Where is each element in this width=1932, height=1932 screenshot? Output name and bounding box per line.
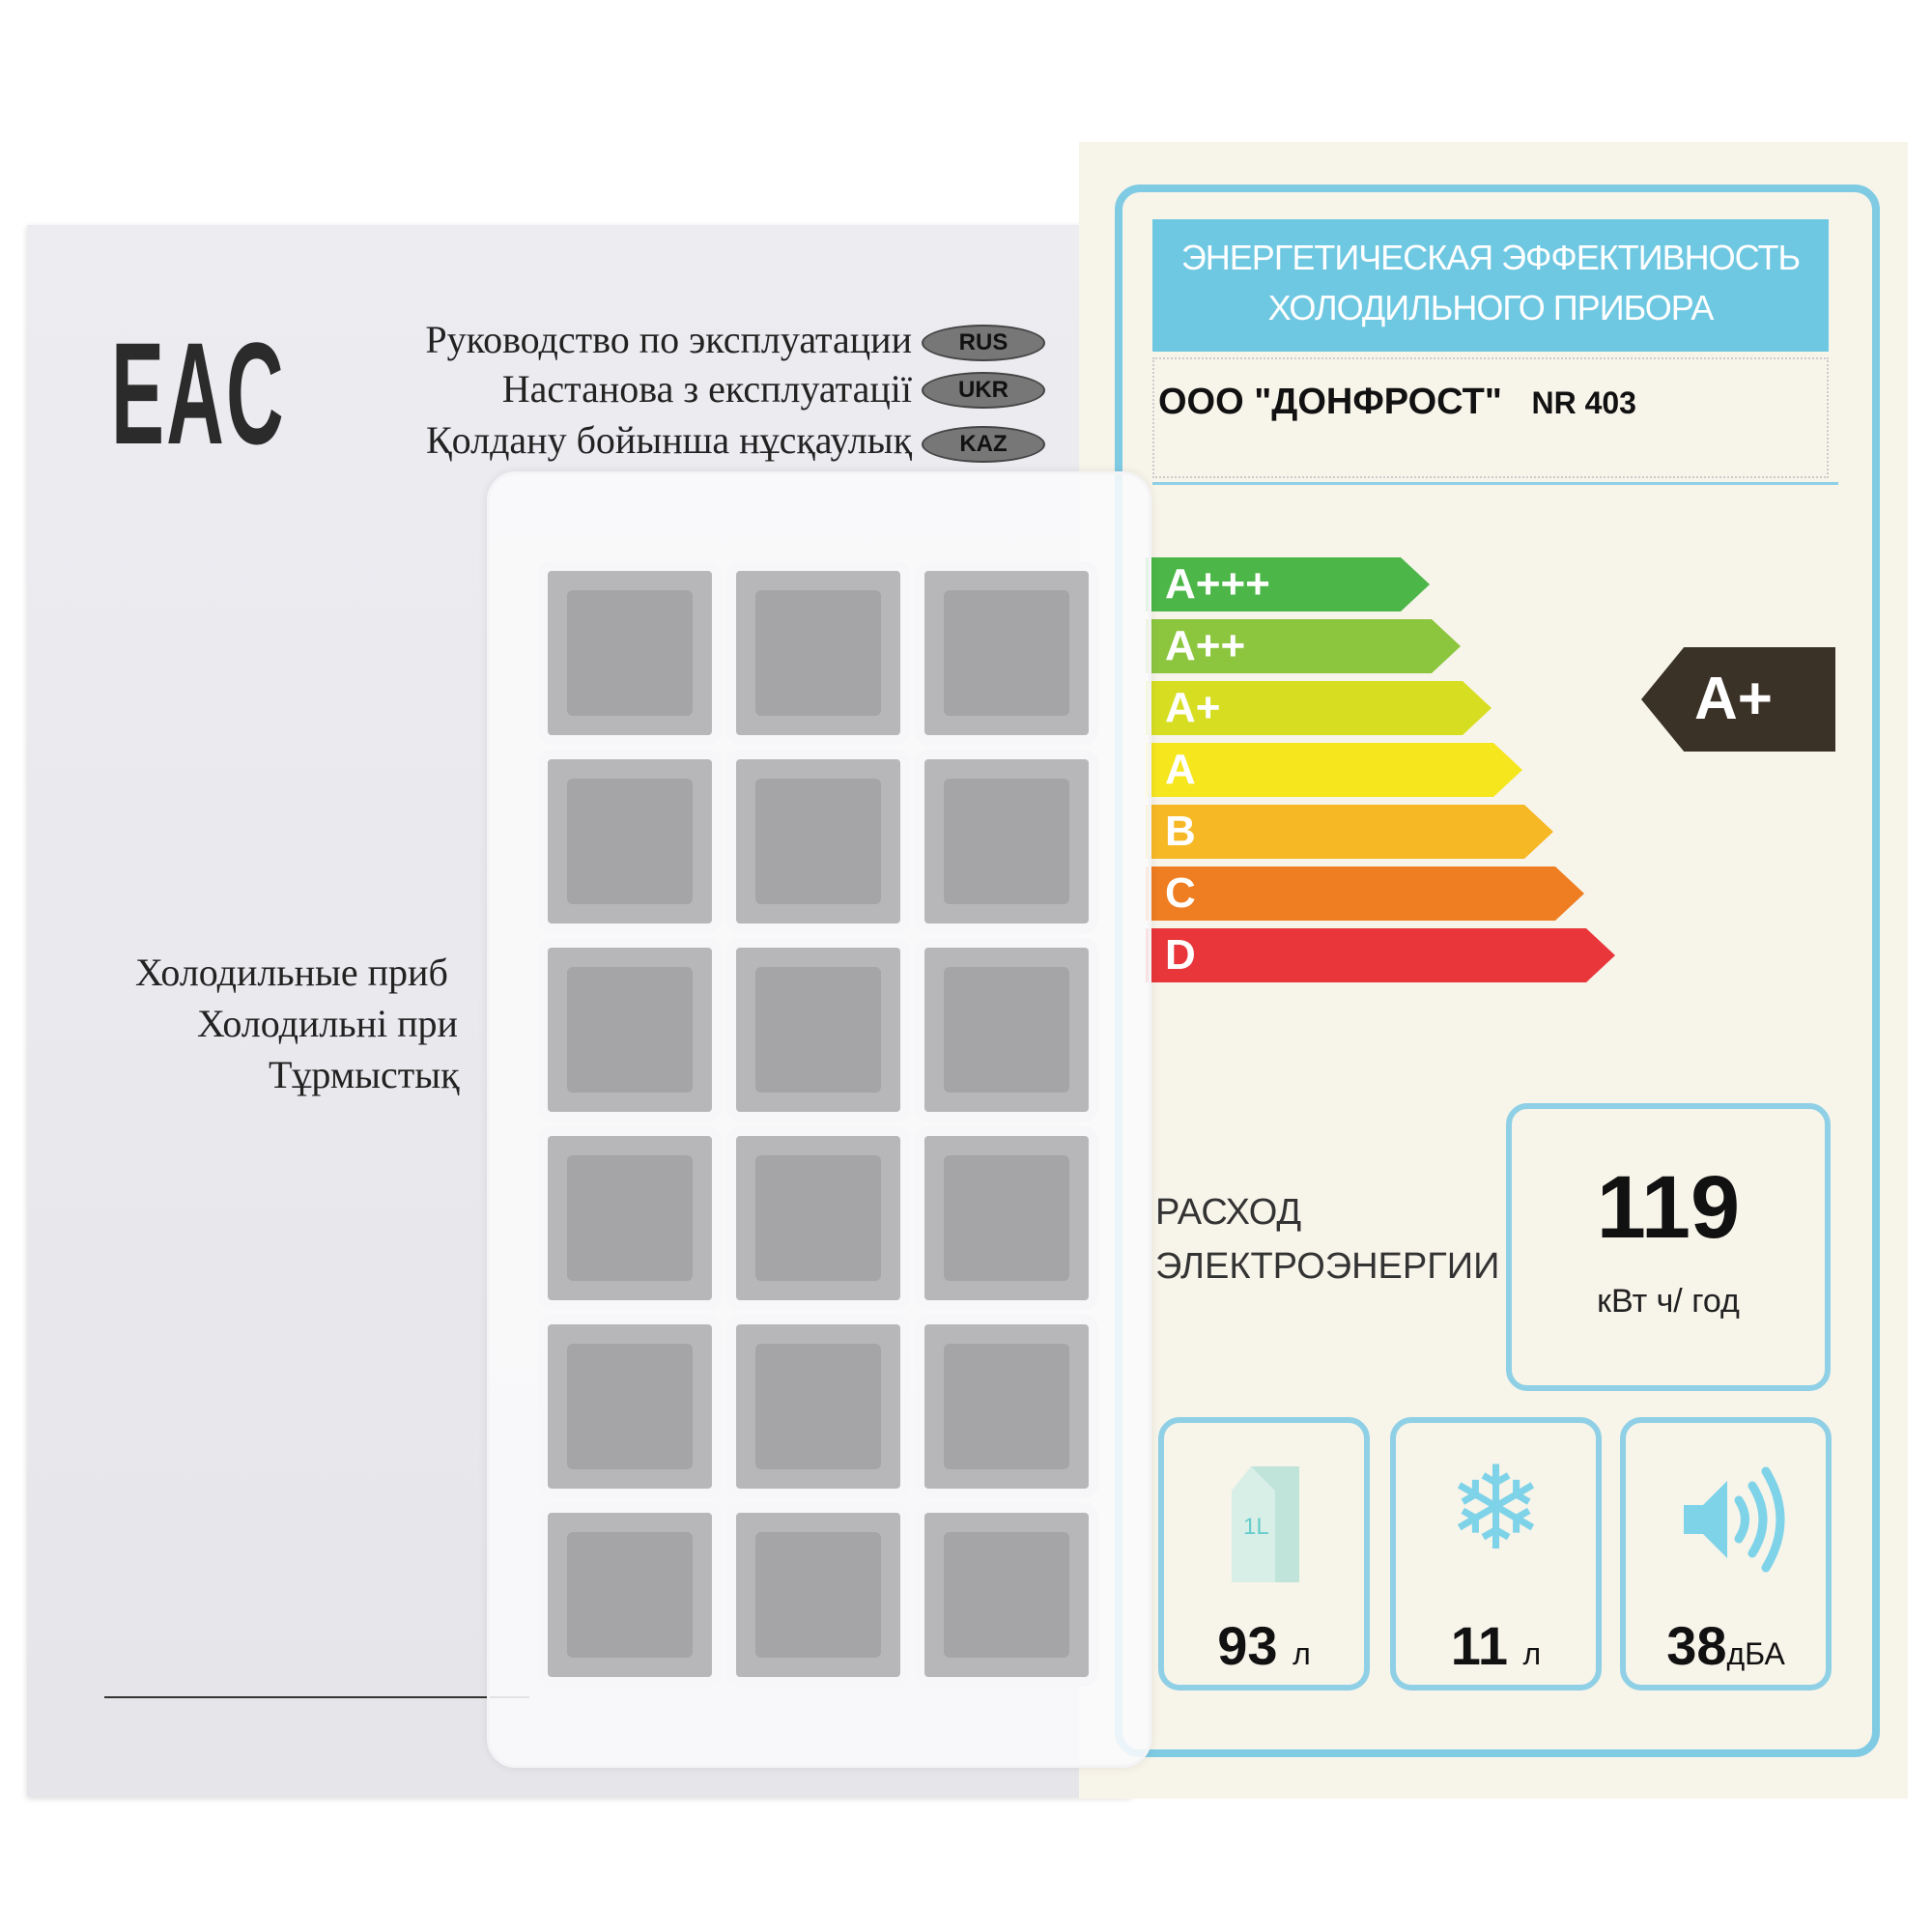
energy-class-bar: A+++ bbox=[1146, 557, 1430, 611]
consumption-unit: кВт ч/ год bbox=[1597, 1283, 1740, 1320]
consumption-value: 119 bbox=[1596, 1158, 1741, 1257]
divider bbox=[1152, 482, 1838, 485]
energy-class-bar: A+ bbox=[1146, 681, 1492, 735]
header-line-2: ХОЛОДИЛЬНОГО ПРИБОРА bbox=[1267, 288, 1715, 327]
company-name: ООО "ДОНФРОСТ" bbox=[1158, 382, 1502, 422]
noise-value: 38 bbox=[1666, 1615, 1727, 1676]
ice-cube-cell bbox=[915, 1126, 1098, 1310]
fresh-volume-unit: л bbox=[1293, 1636, 1311, 1671]
title-rus: Руководство по эксплуатации bbox=[425, 318, 912, 361]
rating-badge: A+ bbox=[1641, 647, 1835, 752]
ice-cube-cell bbox=[538, 750, 722, 933]
energy-class-bar: A bbox=[1146, 743, 1522, 797]
divider bbox=[104, 1696, 529, 1698]
supplier-line: ООО "ДОНФРОСТ" NR 403 bbox=[1158, 382, 1636, 423]
fresh-volume-box: 1L 93 л bbox=[1158, 1417, 1370, 1690]
ice-cube-cell bbox=[915, 561, 1098, 745]
subtitle-3: Тұрмыстық bbox=[269, 1053, 460, 1096]
energy-class-label: D bbox=[1165, 931, 1196, 979]
ice-cube-cell bbox=[726, 1126, 910, 1310]
fresh-volume-value: 93 bbox=[1217, 1615, 1278, 1676]
energy-class-label: C bbox=[1165, 869, 1196, 917]
consumption-box: 119 кВт ч/ год bbox=[1506, 1103, 1831, 1391]
milk-carton-icon: 1L bbox=[1232, 1466, 1299, 1582]
consumption-label-1: РАСХОД bbox=[1155, 1192, 1302, 1233]
fresh-volume: 93 л bbox=[1164, 1614, 1364, 1677]
rating-text: A+ bbox=[1694, 666, 1773, 732]
ice-cube-cell bbox=[538, 938, 722, 1122]
lang-badge-kaz: KAZ bbox=[922, 426, 1045, 463]
noise-level: 38дБА bbox=[1626, 1614, 1826, 1677]
ice-cube-cell bbox=[726, 938, 910, 1122]
label-header: ЭНЕРГЕТИЧЕСКАЯ ЭФФЕКТИВНОСТЬ ХОЛОДИЛЬНОГ… bbox=[1152, 219, 1829, 352]
ice-cube-cell bbox=[726, 1503, 910, 1687]
energy-class-bar: A++ bbox=[1146, 619, 1461, 673]
ice-cube-cell bbox=[726, 561, 910, 745]
freezer-volume-value: 11 bbox=[1450, 1615, 1508, 1676]
header-line-1: ЭНЕРГЕТИЧЕСКАЯ ЭФФЕКТИВНОСТЬ bbox=[1180, 238, 1801, 277]
snowflake-icon: ❄ bbox=[1447, 1444, 1545, 1574]
energy-class-bar: D bbox=[1146, 928, 1615, 982]
freezer-volume: 11 л bbox=[1396, 1614, 1596, 1677]
ice-cube-cell bbox=[915, 938, 1098, 1122]
energy-class-label: A bbox=[1165, 746, 1196, 793]
energy-label: ЭНЕРГЕТИЧЕСКАЯ ЭФФЕКТИВНОСТЬ ХОЛОДИЛЬНОГ… bbox=[1079, 142, 1908, 1799]
energy-class-bar: B bbox=[1146, 805, 1553, 859]
ice-cube-cell bbox=[915, 1503, 1098, 1687]
title-kaz: Қолдану бойынша нұсқаулық bbox=[425, 418, 912, 462]
ice-cube-cell bbox=[538, 561, 722, 745]
energy-class-label: A++ bbox=[1165, 622, 1246, 669]
ice-cube-cell bbox=[538, 1503, 722, 1687]
ice-cube-cell bbox=[726, 750, 910, 933]
freezer-volume-box: ❄ 11 л bbox=[1390, 1417, 1602, 1690]
model-name: NR 403 bbox=[1531, 385, 1636, 420]
consumption-label-2: ЭЛЕКТРОЭНЕРГИИ bbox=[1155, 1246, 1500, 1287]
speaker-icon bbox=[1684, 1466, 1785, 1573]
lang-badge-rus: RUS bbox=[922, 325, 1045, 361]
ice-cube-cell bbox=[538, 1126, 722, 1310]
ice-cube-cell bbox=[915, 750, 1098, 933]
supplier-box bbox=[1152, 357, 1829, 478]
energy-class-label: A+ bbox=[1165, 684, 1221, 731]
eac-logo: EAC bbox=[111, 312, 286, 474]
subtitle-2: Холодильні при bbox=[197, 1002, 458, 1045]
freezer-volume-unit: л bbox=[1522, 1636, 1542, 1671]
energy-class-label: A+++ bbox=[1165, 560, 1270, 608]
title-ukr: Настанова з експлуатації bbox=[501, 367, 912, 411]
ice-cube-cell bbox=[538, 1315, 722, 1498]
ice-cube-tray bbox=[487, 471, 1151, 1768]
ice-cube-cell bbox=[726, 1315, 910, 1498]
energy-class-bar: C bbox=[1146, 867, 1584, 921]
noise-unit: дБА bbox=[1726, 1636, 1785, 1671]
carton-text: 1L bbox=[1243, 1514, 1269, 1540]
lang-badge-ukr: UKR bbox=[922, 372, 1045, 409]
subtitle-1: Холодильные приб bbox=[135, 951, 448, 994]
ice-cube-cell bbox=[915, 1315, 1098, 1498]
energy-class-label: B bbox=[1165, 808, 1196, 855]
consumption-label: РАСХОД ЭЛЕКТРОЭНЕРГИИ bbox=[1155, 1185, 1499, 1293]
noise-box: 38дБА bbox=[1620, 1417, 1832, 1690]
